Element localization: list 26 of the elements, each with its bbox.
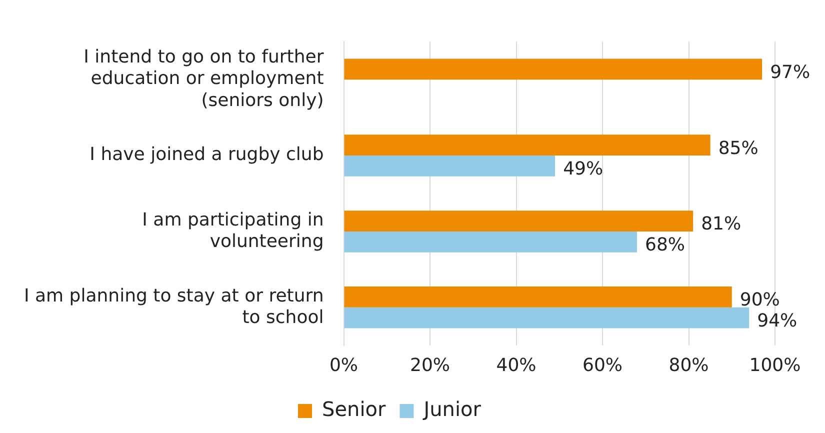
y-tick-label: I intend to go on to further education or employment (seniors only)	[84, 46, 324, 111]
bar	[344, 231, 638, 252]
bar	[344, 134, 710, 156]
bar	[344, 307, 750, 328]
legend-label: Junior	[422, 397, 482, 422]
x-tick-label: 80%	[668, 354, 709, 376]
data-label: 81%	[701, 214, 742, 235]
x-tick-label: 40%	[496, 354, 536, 376]
bar	[344, 58, 762, 80]
data-label: 90%	[740, 290, 780, 311]
bar	[344, 210, 694, 232]
bar	[344, 156, 556, 176]
bar	[344, 286, 732, 308]
data-label: 68%	[645, 234, 686, 256]
legend-label: Senior	[322, 397, 386, 422]
data-label: 85%	[718, 138, 758, 159]
x-tick-label: 60%	[582, 354, 623, 376]
data-label: 97%	[770, 62, 810, 83]
x-tick-label: 100%	[749, 354, 801, 376]
y-tick-label: I am participating in volunteering	[142, 209, 324, 252]
data-label: 94%	[757, 310, 798, 332]
x-tick-label: 0%	[329, 354, 358, 376]
y-tick-label: I am planning to stay at or return to school	[24, 285, 324, 328]
x-tick-label: 20%	[410, 354, 450, 376]
y-tick-label: I have joined a rugby club	[90, 144, 324, 166]
data-label: 49%	[563, 158, 604, 180]
